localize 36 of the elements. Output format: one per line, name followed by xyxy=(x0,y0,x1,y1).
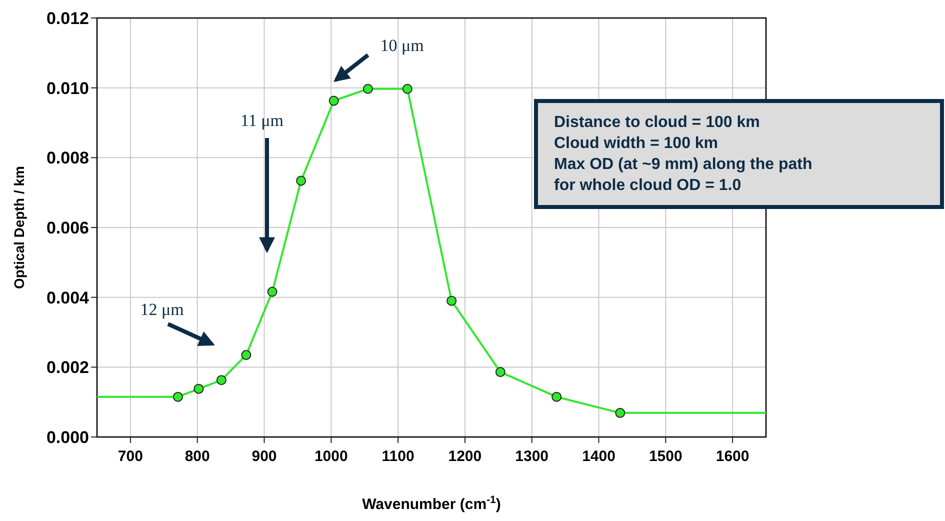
x-tick-label: 1100 xyxy=(382,448,414,465)
point xyxy=(362,84,373,94)
point xyxy=(172,392,183,402)
x-tick-label: 900 xyxy=(252,448,277,465)
point xyxy=(446,296,457,306)
y-tick-label: 0.008 xyxy=(46,148,89,168)
annotation: 12 μm xyxy=(140,300,184,319)
point xyxy=(296,176,306,186)
point xyxy=(615,408,626,418)
point xyxy=(402,84,412,94)
x-axis-title: Wavenumber (cm$^{-1}$) xyxy=(362,494,501,513)
annotation: 11 μm xyxy=(240,111,284,130)
point xyxy=(267,286,278,297)
point xyxy=(328,96,339,106)
point xyxy=(194,384,204,394)
x-tick-label: 1500 xyxy=(648,448,682,465)
annotation: 10 μm xyxy=(380,36,424,55)
annotation: Distance to cloud = 100 km Cloud width = 100 km Max OD (at ~9 mm) along the path for whole cloud OD = 1.0 xyxy=(554,114,812,194)
x-tick-label: 1400 xyxy=(582,448,616,465)
y-tick-label: 0.000 xyxy=(46,428,89,447)
x-tick-label: 1200 xyxy=(448,448,482,465)
point xyxy=(552,392,562,402)
y-tick-label: 0.002 xyxy=(46,358,89,378)
y-tick-label: 0.004 xyxy=(46,288,90,308)
point xyxy=(495,367,506,378)
y-tick-label: 0.010 xyxy=(46,78,89,98)
x-tick-label: 700 xyxy=(118,448,143,465)
y-tick-label: 0.006 xyxy=(46,218,89,238)
y-axis-title: Optical Depth / km xyxy=(11,166,27,289)
point xyxy=(241,350,252,360)
x-tick-label: 1300 xyxy=(515,448,549,465)
x-tick-label: 800 xyxy=(184,448,210,465)
x-tick-label: 1000 xyxy=(314,448,348,465)
point xyxy=(216,375,226,386)
y-tick-label: 0.012 xyxy=(46,9,89,28)
x-tick-label: 1600 xyxy=(716,448,750,465)
